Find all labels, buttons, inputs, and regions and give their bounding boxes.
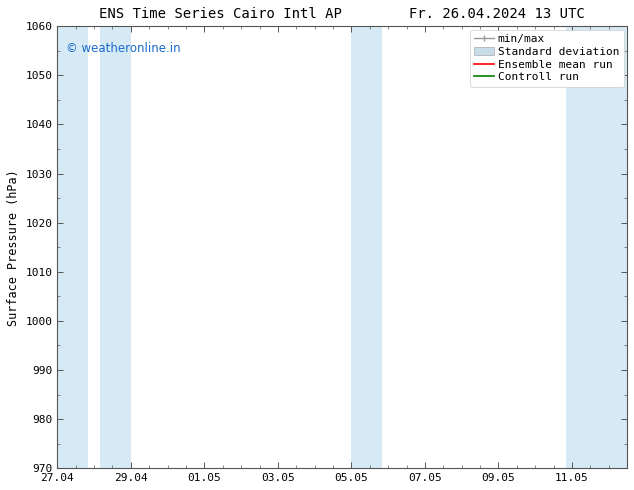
Bar: [100, 26, 131, 468]
Bar: [351, 26, 382, 468]
Bar: [57, 26, 88, 468]
Y-axis label: Surface Pressure (hPa): Surface Pressure (hPa): [7, 169, 20, 326]
Bar: [566, 26, 627, 468]
Legend: min/max, Standard deviation, Ensemble mean run, Controll run: min/max, Standard deviation, Ensemble me…: [470, 29, 624, 87]
Text: © weatheronline.in: © weatheronline.in: [66, 42, 181, 55]
Title: ENS Time Series Cairo Intl AP        Fr. 26.04.2024 13 UTC: ENS Time Series Cairo Intl AP Fr. 26.04.…: [100, 7, 585, 21]
